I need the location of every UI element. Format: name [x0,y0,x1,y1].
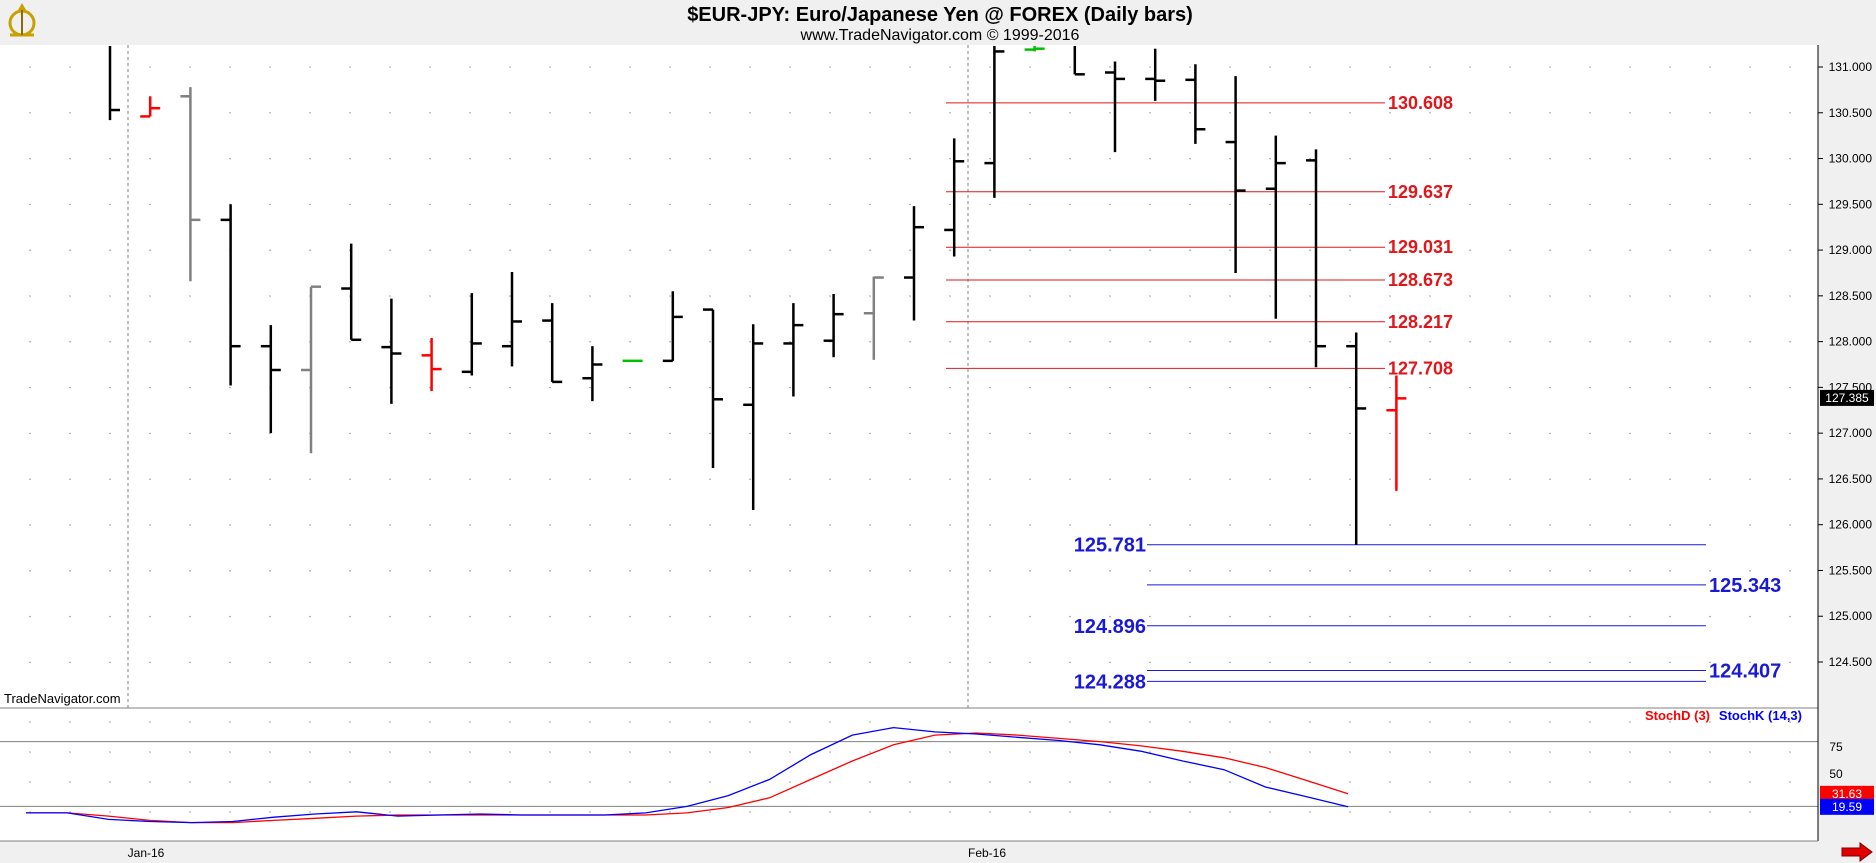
projection-level-label: 125.343 [1709,575,1781,597]
y-tick-label: 125.000 [1829,609,1873,623]
ohlc-bar [703,308,723,468]
y-tick-label: 126.500 [1829,472,1873,486]
svg-text:19.59: 19.59 [1832,800,1862,814]
chart-subtitle: www.TradeNavigator.com © 1999-2016 [800,27,1080,44]
ohlc-bar [140,96,161,118]
stochk-value-badge: 19.59 [1820,798,1874,815]
current-price-badge: 127.385 [1820,389,1874,406]
y-tick-label: 50 [1829,767,1843,781]
y-tick-label: 129.500 [1829,197,1873,211]
price-bars [108,46,1407,545]
ohlc-bar [341,243,362,342]
ohlc-bar [904,206,924,321]
ohlc-bar [622,359,643,363]
legend-stochd: StochD (3) [1645,708,1710,723]
x-tick-label: Jan-16 [128,846,165,860]
ohlc-bar [783,303,804,397]
ohlc-bar [108,46,120,121]
fib-level-label: 129.637 [1388,182,1453,202]
ohlc-bar [823,294,844,358]
y-tick-label: 75 [1829,740,1843,754]
y-tick-label: 128.500 [1829,289,1873,303]
month-dividers [127,45,969,841]
y-tick-label: 126.000 [1829,518,1873,532]
ohlc-bar [421,337,442,392]
ohlc-bar [1145,48,1166,101]
y-tick-label: 125.500 [1829,563,1873,577]
watermark: TradeNavigator.com [4,691,121,706]
ohlc-bar [1073,46,1085,76]
ohlc-bar [381,298,402,404]
ohlc-bar [180,87,201,282]
stochd-line [26,732,1349,824]
ohlc-bar [582,346,603,402]
fib-level-label: 128.673 [1388,270,1453,290]
ohlc-bar [944,138,965,257]
stochastic-lines [26,726,1349,824]
fib-levels: 130.608 129.637 129.031 128.673 128.217 127.7… [946,93,1781,693]
projection-level-label: 125.781 [1074,535,1146,557]
y-tick-label: 131.000 [1829,60,1873,74]
fib-level-label: 129.031 [1388,237,1453,257]
ohlc-bar [220,204,241,386]
fib-level-label: 128.217 [1388,312,1453,332]
fib-level-label: 127.708 [1388,358,1453,378]
stochd-value-badge: 31.63 [1820,785,1874,802]
ohlc-bar [1306,149,1326,368]
y-tick-label: 124.500 [1829,655,1873,669]
chart-header [0,0,1876,45]
price-axis[interactable] [1818,45,1876,841]
y-tick-label: 129.000 [1829,243,1873,257]
x-tick-label: Feb-16 [968,846,1006,860]
price-pane[interactable] [0,45,1818,708]
fib-level-label: 130.608 [1388,93,1453,113]
ohlc-bar [1185,64,1206,144]
y-tick-label: 128.000 [1829,335,1873,349]
ohlc-bar [662,291,683,363]
chart-title: $EUR-JPY: Euro/Japanese Yen @ FOREX (Dai… [687,4,1193,26]
ohlc-bar [502,272,522,367]
legend-stochk: StochK (14,3) [1719,708,1802,723]
scroll-right-arrow-icon[interactable] [1841,842,1873,862]
y-tick-label: 130.500 [1829,106,1873,120]
ohlc-bar [260,325,281,434]
stochk-line [26,726,1349,824]
y-tick-label: 127.000 [1829,426,1873,440]
ohlc-bar [1386,375,1407,491]
ohlc-bar [542,303,563,384]
ohlc-bar [1265,135,1286,319]
ohlc-bar [461,293,482,376]
svg-text:127.385: 127.385 [1825,391,1869,405]
projection-level-label: 124.407 [1709,661,1781,683]
projection-level-label: 124.896 [1074,616,1146,638]
time-axis[interactable] [0,841,1876,863]
ohlc-bar [863,276,884,360]
ohlc-bar [984,46,1005,198]
ohlc-bar [743,324,764,511]
svg-text:31.63: 31.63 [1832,787,1862,801]
ohlc-bar [1225,76,1246,273]
y-tick-label: 130.000 [1829,152,1873,166]
ohlc-bar [1105,61,1125,153]
projection-level-label: 124.288 [1074,671,1146,693]
ohlc-bar [301,285,321,454]
ohlc-bar [1346,332,1367,545]
stochastic-axis-ticks: 75 50 [1829,740,1843,781]
sextant-logo-icon[interactable] [8,3,36,37]
ohlc-bar [1024,46,1045,52]
